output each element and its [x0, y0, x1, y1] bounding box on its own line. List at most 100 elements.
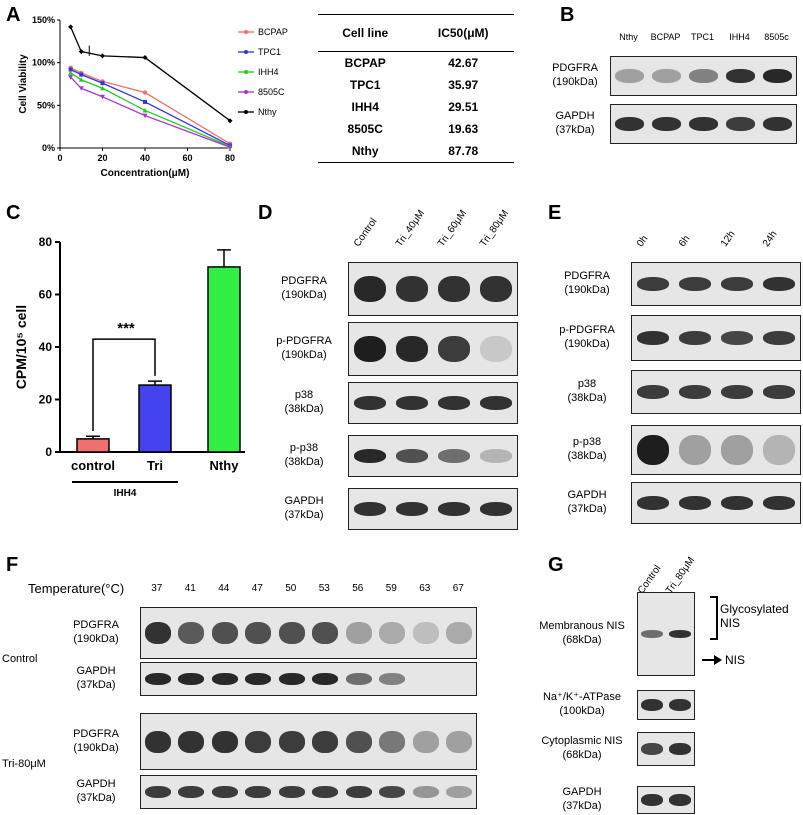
- protein-band: [312, 622, 339, 644]
- blot-strip: [140, 775, 477, 809]
- protein-band: [669, 630, 691, 638]
- protein-band: [437, 276, 471, 302]
- ic50-table-container: Cell line IC50(μM) BCPAP 42.67 TPC1 35.97 IH…: [318, 14, 514, 163]
- lane-label: 0h: [634, 233, 650, 249]
- ic50-table-row: IHH4 29.51: [318, 96, 514, 118]
- protein-band: [678, 277, 712, 291]
- temperature-label: 53: [318, 583, 330, 594]
- blot-row-label: PDGFRA (190kDa): [564, 270, 610, 296]
- protein-band: [636, 277, 670, 291]
- viability-line-chart: 0% 50% 100% 150% 0 20 40 60 80 Concentration(μM) C…: [18, 15, 288, 179]
- data-point: [68, 67, 73, 72]
- protein-band: [636, 385, 670, 399]
- blot-strip: [631, 262, 801, 306]
- y-tick-label: 50%: [37, 100, 55, 110]
- data-point: [68, 75, 74, 80]
- protein-band: [245, 622, 272, 644]
- x-category-label: Nthy: [210, 458, 240, 473]
- lane-label: Nthy: [619, 32, 638, 42]
- y-tick-label: 150%: [32, 15, 55, 25]
- y-axis-title: CPM/10⁵ cell: [13, 305, 29, 389]
- x-tick-label: 40: [140, 153, 150, 163]
- temperature-label: 41: [184, 583, 196, 594]
- blot-row-label: GAPDH (37kDa): [562, 786, 602, 812]
- panel-e-western-blot: 0h 6h 12h 24h PDGFRA (190kDa) p-PDGFRA (190kD…: [545, 190, 803, 530]
- protein-band: [446, 622, 473, 644]
- protein-band: [479, 396, 513, 410]
- protein-band: [278, 730, 305, 753]
- protein-band: [245, 730, 272, 753]
- protein-band: [669, 743, 691, 755]
- legend-marker: [244, 90, 248, 94]
- data-point: [78, 49, 84, 55]
- blot-strip: [631, 425, 801, 475]
- blot-row-label: GAPDH (37kDa): [76, 778, 116, 804]
- significance-stars: ***: [117, 320, 135, 337]
- blot-strip: [637, 732, 695, 766]
- protein-band: [353, 396, 387, 410]
- nis-label: NIS: [725, 653, 746, 667]
- protein-band: [211, 622, 238, 644]
- panel-label-e: E: [548, 202, 562, 224]
- data-point: [68, 70, 74, 75]
- protein-band: [178, 622, 205, 644]
- blot-row-label: GAPDH (37kDa): [76, 665, 116, 691]
- series-line-bcpap: [70, 67, 231, 145]
- group-label-control: Control: [2, 653, 38, 665]
- protein-band: [720, 435, 754, 465]
- protein-band: [636, 331, 670, 345]
- protein-band: [178, 673, 205, 685]
- protein-band: [720, 385, 754, 399]
- legend-label: BCPAP: [258, 27, 288, 37]
- protein-band: [689, 117, 718, 131]
- group-label: IHH4: [114, 488, 137, 499]
- blot-row-label: PDGFRA (190kDa): [73, 727, 119, 754]
- data-point: [143, 99, 147, 104]
- x-tick-label: 80: [225, 153, 235, 163]
- protein-band: [641, 699, 663, 711]
- data-point: [100, 85, 105, 91]
- legend-marker: [244, 110, 248, 114]
- protein-band: [762, 496, 796, 510]
- protein-band: [726, 69, 755, 83]
- protein-band: [278, 673, 305, 685]
- series-line-tpc1: [70, 68, 231, 147]
- data-point: [79, 72, 84, 77]
- ic50-value: 35.97: [448, 78, 479, 92]
- lane-label: IHH4: [729, 32, 750, 42]
- protein-band: [652, 117, 681, 131]
- protein-band: [720, 277, 754, 291]
- cpm-bar-chart: 0 20 40 60 80 CPM/10⁵ cell control Tri Nthy *** IH…: [13, 235, 245, 499]
- lane-label: 12h: [718, 229, 738, 249]
- protein-band: [678, 435, 712, 465]
- protein-band: [379, 786, 406, 798]
- protein-band: [446, 786, 473, 798]
- protein-band: [762, 435, 796, 465]
- protein-band: [353, 276, 387, 302]
- blot-row-label: p-PDGFRA (190kDa): [559, 324, 615, 350]
- legend-marker: [244, 50, 248, 54]
- protein-band: [412, 786, 439, 798]
- blot-row-label: PDGFRA (190kDa): [552, 62, 598, 88]
- protein-band: [395, 502, 429, 516]
- protein-band: [762, 277, 796, 291]
- panel-d-western-blot: Control Tri_40μM Tri_60μM Tri_80μM PDGFRA (1…: [262, 190, 532, 530]
- protein-band: [615, 117, 644, 131]
- legend-label: IHH4: [258, 67, 279, 77]
- x-axis-title: Concentration(μM): [101, 168, 190, 179]
- protein-band: [437, 336, 471, 362]
- lane-label: Tri_80μM: [664, 555, 698, 596]
- bar-control: [76, 438, 110, 453]
- blot-strip: [140, 713, 477, 770]
- panel-label-c: C: [6, 202, 21, 224]
- blot-strip: [348, 435, 518, 477]
- protein-band: [345, 673, 372, 685]
- protein-band: [211, 730, 238, 753]
- protein-band: [437, 449, 471, 463]
- y-tick-label: 100%: [32, 58, 55, 68]
- data-point: [68, 24, 74, 30]
- blot-row-label: GAPDH (37kDa): [555, 110, 595, 136]
- protein-band: [762, 385, 796, 399]
- blot-strip: [348, 262, 518, 316]
- panel-b-western-blot: Nthy BCPAP TPC1 IHH4 8505c PDGFRA (190kDa) GAP…: [540, 20, 803, 190]
